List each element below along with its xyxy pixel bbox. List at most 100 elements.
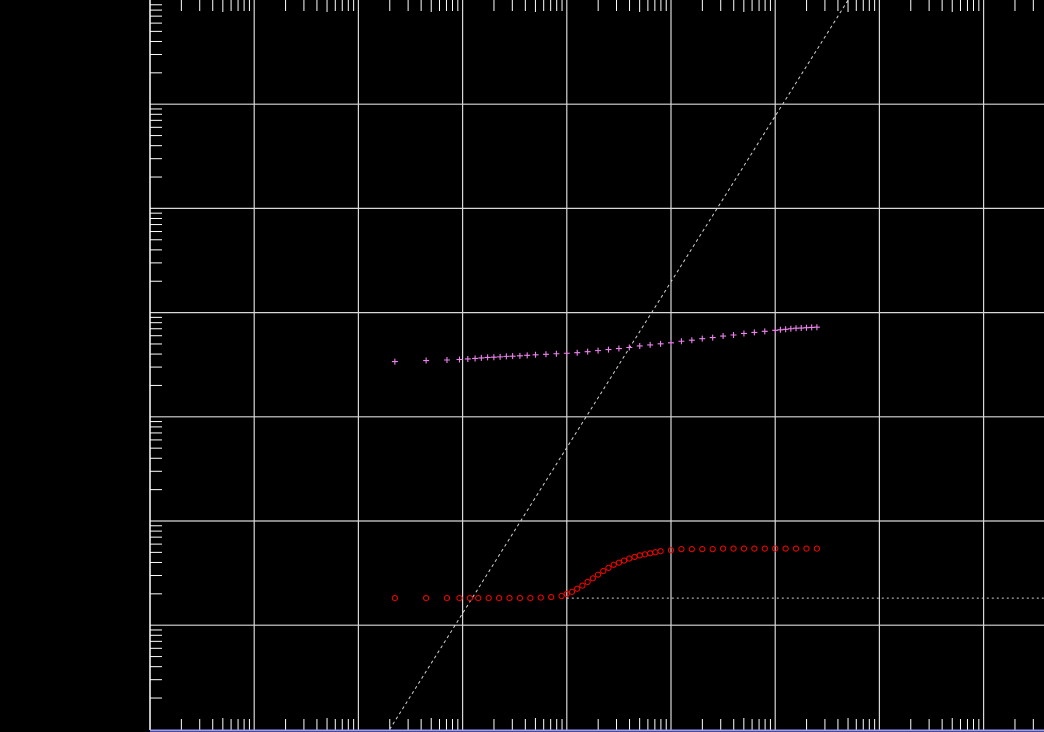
circle-marker (699, 546, 706, 553)
axis-ticks (150, 0, 1034, 730)
circle-marker (761, 545, 768, 552)
circle-marker (391, 595, 398, 602)
plus-marker (782, 326, 789, 333)
plus-marker (423, 357, 430, 364)
circle-marker (456, 595, 463, 602)
plus-marker (803, 324, 810, 331)
circle-marker (621, 557, 628, 564)
plus-marker (497, 353, 504, 360)
circle-marker (558, 592, 565, 600)
plus-marker (751, 329, 758, 336)
circle-marker (485, 595, 492, 602)
circle-marker (443, 595, 451, 602)
circle-marker (652, 549, 659, 556)
plus-marker (657, 340, 664, 347)
circle-marker (803, 545, 810, 552)
plus-marker (391, 358, 398, 365)
plus-marker (678, 338, 685, 345)
plus-marker (509, 353, 516, 360)
circle-marker (563, 590, 570, 598)
plus-marker (472, 355, 479, 362)
plus-marker (478, 354, 485, 361)
plus-marker (542, 351, 549, 358)
circle-marker (605, 564, 612, 571)
circle-marker (657, 548, 664, 555)
plus-marker (456, 356, 463, 363)
series-pink-plus-markers (391, 324, 820, 365)
plus-marker (668, 339, 674, 346)
circle-marker (600, 567, 607, 575)
plus-marker (636, 342, 643, 349)
circle-marker (678, 546, 685, 553)
plus-marker (730, 332, 737, 339)
plus-marker (772, 327, 779, 334)
plus-marker (584, 348, 591, 355)
circle-marker (772, 545, 779, 552)
circle-marker (730, 545, 737, 552)
circle-marker (636, 552, 643, 559)
plus-marker (808, 324, 815, 331)
circle-marker (720, 545, 727, 552)
plus-marker (688, 337, 695, 344)
plus-marker (798, 325, 805, 332)
plus-marker (720, 333, 727, 340)
plus-marker (563, 350, 570, 357)
plus-marker (647, 341, 654, 348)
plus-marker (490, 354, 497, 361)
axes (149, 0, 1044, 732)
circle-marker (516, 595, 524, 602)
circle-marker (610, 561, 617, 568)
plus-marker (484, 354, 491, 361)
circle-marker (584, 578, 591, 586)
circle-marker (641, 551, 649, 558)
plus-marker (777, 326, 784, 333)
plus-marker (595, 347, 602, 354)
circle-marker (782, 545, 789, 552)
plus-marker (740, 330, 747, 337)
plus-marker (443, 357, 450, 364)
plus-marker (605, 346, 612, 353)
plus-marker (524, 352, 531, 359)
circle-marker (579, 582, 586, 589)
circle-marker (647, 550, 654, 557)
circle-marker (813, 545, 820, 552)
diagonal-reference-line (389, 0, 849, 730)
circle-marker (475, 595, 482, 602)
circle-marker (740, 545, 748, 552)
plus-marker (761, 328, 768, 335)
plus-marker (553, 350, 560, 357)
circle-marker (589, 575, 596, 582)
plus-marker (516, 352, 523, 359)
circle-marker (568, 588, 576, 595)
circle-marker (792, 545, 800, 552)
plus-marker (699, 335, 706, 342)
plus-marker (532, 351, 539, 358)
plus-marker (615, 345, 622, 352)
circle-marker (626, 555, 633, 562)
circle-marker (709, 546, 716, 553)
circle-marker (594, 571, 602, 578)
circle-marker (537, 594, 544, 601)
plus-marker (793, 325, 800, 332)
plus-marker (709, 334, 716, 341)
grid-lines (150, 0, 1044, 730)
plus-marker (626, 344, 633, 351)
circle-marker (423, 595, 430, 602)
circle-marker (506, 595, 513, 602)
series-red-circle-markers (391, 545, 820, 602)
plus-marker (813, 324, 820, 331)
reference-lines (389, 0, 1044, 730)
circle-marker (667, 547, 675, 554)
circle-marker (751, 545, 758, 552)
plus-marker (464, 355, 471, 362)
circle-marker (688, 546, 695, 553)
plus-marker (787, 325, 794, 332)
circle-marker (574, 585, 581, 592)
circle-marker (548, 593, 555, 601)
plus-marker (503, 353, 510, 360)
circle-marker (615, 559, 623, 566)
plus-marker (574, 349, 581, 356)
circle-marker (466, 595, 473, 602)
